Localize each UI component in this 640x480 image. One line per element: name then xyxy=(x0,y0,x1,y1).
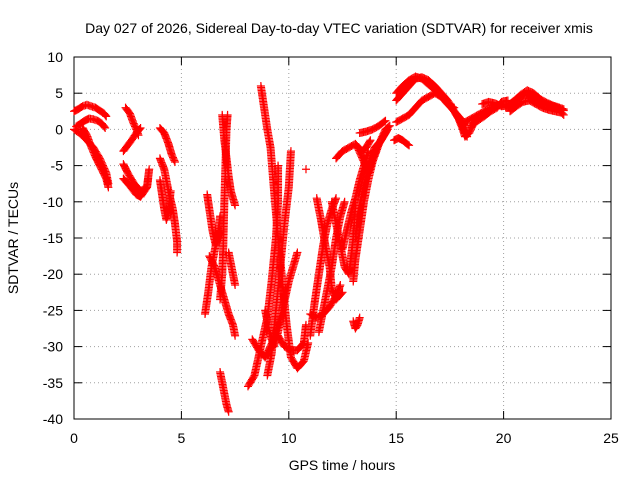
data-point xyxy=(173,248,182,257)
data-point xyxy=(145,165,154,174)
chart-title: Day 027 of 2026, Sidereal Day-to-day VTE… xyxy=(85,20,593,36)
y-tick-label: -15 xyxy=(43,230,63,246)
series-arc-11 xyxy=(155,176,175,224)
data-point xyxy=(224,407,233,416)
data-point xyxy=(558,109,567,118)
data-point xyxy=(382,126,391,135)
data-point xyxy=(101,111,110,120)
x-tick-label: 5 xyxy=(178,430,186,446)
data-point xyxy=(383,125,392,134)
x-tick-label: 0 xyxy=(70,430,78,446)
series-arc-41 xyxy=(390,134,414,150)
series-arc-23 xyxy=(261,284,290,351)
data-point xyxy=(301,165,310,174)
series-arc-25 xyxy=(301,165,310,174)
data-marks xyxy=(70,72,568,416)
data-point xyxy=(381,116,390,125)
series-arc-35 xyxy=(353,125,392,177)
data-point xyxy=(101,123,110,132)
data-point xyxy=(332,194,341,203)
series-arc-40 xyxy=(392,72,459,112)
data-point xyxy=(100,122,109,131)
data-point xyxy=(366,136,375,145)
series-arc-18 xyxy=(224,248,240,290)
series-arc-09 xyxy=(155,123,179,166)
data-point xyxy=(365,137,374,146)
series-arc-08 xyxy=(119,165,154,201)
data-point xyxy=(104,183,113,192)
data-point xyxy=(231,201,240,210)
data-point xyxy=(404,140,413,149)
data-point xyxy=(286,147,295,156)
series-arc-06 xyxy=(121,103,143,140)
data-point xyxy=(336,281,345,290)
data-point xyxy=(170,157,179,166)
data-point xyxy=(231,331,240,340)
data-point xyxy=(405,141,414,150)
y-axis-title: SDTVAR / TECUs xyxy=(5,182,21,294)
series-arc-37 xyxy=(355,116,390,138)
data-point xyxy=(134,131,143,140)
y-tick-label: -5 xyxy=(51,158,64,174)
axis-ticks: 0 5 10 15 20 25 -40 -35 -30 -25 -20 -15 -10 -5 0 5 10 xyxy=(43,49,619,446)
data-point xyxy=(166,186,175,195)
data-point xyxy=(100,110,109,119)
series-arc-24 xyxy=(274,320,310,355)
x-tick-label: 15 xyxy=(388,430,404,446)
series-arc-01 xyxy=(70,100,111,121)
x-tick-label: 25 xyxy=(603,430,619,446)
x-tick-label: 10 xyxy=(281,430,297,446)
y-tick-label: -30 xyxy=(43,339,63,355)
x-tick-label: 20 xyxy=(496,430,512,446)
series-arc-47 xyxy=(506,96,568,119)
y-tick-label: 0 xyxy=(55,121,63,137)
y-tick-label: -10 xyxy=(43,194,63,210)
series-arc-31 xyxy=(332,136,375,163)
series-arc-02 xyxy=(72,114,110,132)
y-tick-label: -40 xyxy=(43,411,63,427)
data-point xyxy=(170,156,179,165)
series-arc-36 xyxy=(349,313,364,333)
x-axis-title: GPS time / hours xyxy=(289,457,396,473)
y-tick-label: -20 xyxy=(43,266,63,282)
series-arc-05 xyxy=(119,123,145,156)
y-tick-label: -35 xyxy=(43,375,63,391)
data-point xyxy=(231,281,240,290)
data-point xyxy=(559,110,568,119)
data-point xyxy=(355,313,364,322)
data-point xyxy=(102,112,111,121)
y-tick-label: -25 xyxy=(43,302,63,318)
series-arc-04 xyxy=(78,123,113,192)
y-tick-label: 5 xyxy=(55,85,63,101)
data-point xyxy=(293,248,302,257)
data-point xyxy=(340,197,349,206)
series-arc-15 xyxy=(216,367,233,416)
series-arc-17 xyxy=(218,110,240,210)
data-point xyxy=(281,284,290,293)
series-arc-26 xyxy=(306,194,341,340)
y-tick-label: 10 xyxy=(47,49,63,65)
data-point xyxy=(380,117,389,126)
